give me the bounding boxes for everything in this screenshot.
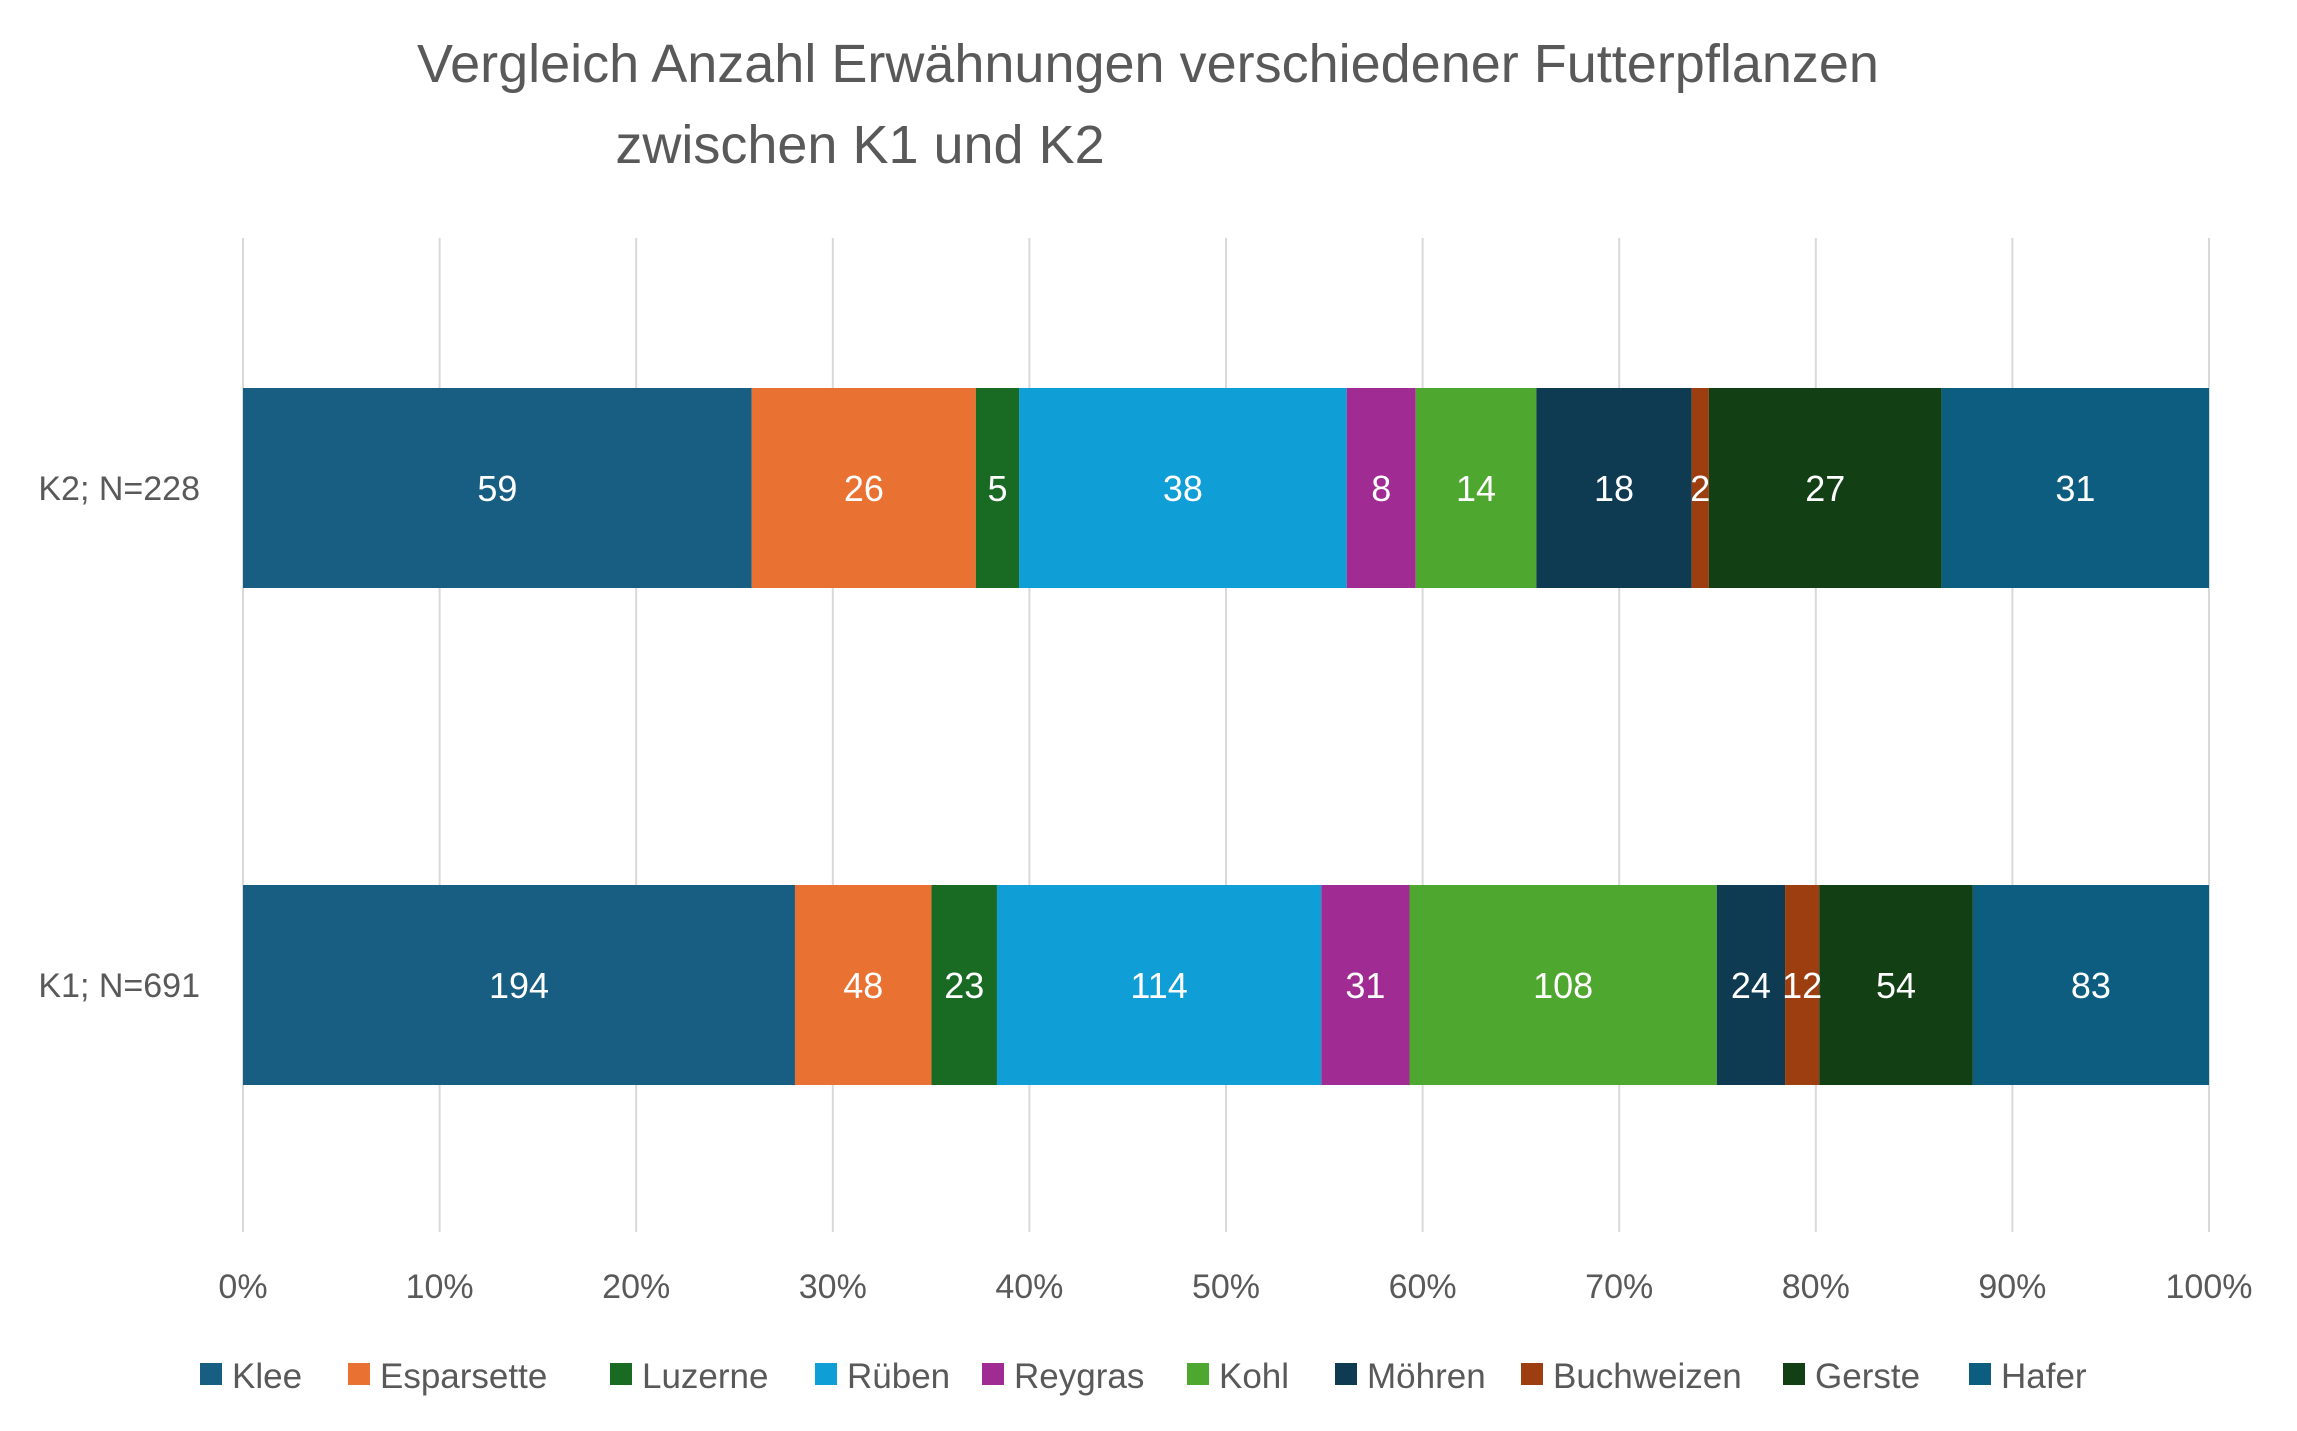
bar-segment	[243, 388, 752, 588]
x-tick-label: 30%	[799, 1268, 867, 1306]
legend-label: Reygras	[1014, 1357, 1144, 1396]
legend-swatch	[1783, 1363, 1805, 1385]
x-tick-label: 20%	[602, 1268, 670, 1306]
legend-label: Kohl	[1219, 1357, 1289, 1396]
chart-title-line-1: Vergleich Anzahl Erwähnungen verschieden…	[417, 34, 1879, 94]
data-label: 24	[1731, 965, 1771, 1006]
data-label: 83	[2071, 965, 2111, 1006]
data-label: 59	[477, 468, 517, 509]
bar-segment	[1415, 388, 1537, 588]
data-label: 108	[1533, 965, 1593, 1006]
bar-segment	[751, 388, 976, 588]
legend-label: Hafer	[2001, 1357, 2087, 1396]
bar-segment	[996, 885, 1322, 1085]
data-label: 31	[1345, 965, 1385, 1006]
data-labels: 59 26 5 38 8 14 18 2 27 31 194 48 23 114 31 108 24 12 54 83	[477, 468, 2111, 1006]
legend-swatch	[815, 1363, 837, 1385]
legend-swatch	[982, 1363, 1004, 1385]
bar-segment	[1019, 388, 1347, 588]
bar-segment	[794, 885, 932, 1085]
bar-segment	[1691, 388, 1709, 588]
x-tick-label: 90%	[1978, 1268, 2046, 1306]
data-label: 31	[2055, 468, 2095, 509]
bar-segment	[1716, 885, 1786, 1085]
legend-label: Klee	[232, 1357, 302, 1396]
legend: Klee Esparsette Luzerne Rüben Reygras Kohl Möh…	[200, 1357, 2087, 1396]
legend-swatch	[1521, 1363, 1543, 1385]
x-tick-label: 80%	[1782, 1268, 1850, 1306]
x-axis-ticks: 0% 10% 20% 30% 40% 50% 60% 70% 80% 90% 100%	[218, 1268, 2252, 1306]
bar-segment	[1321, 885, 1410, 1085]
bar-segment	[931, 885, 997, 1085]
data-label: 14	[1456, 468, 1496, 509]
category-label: K1; N=691	[38, 967, 200, 1005]
data-label: 5	[987, 468, 1007, 509]
x-tick-label: 100%	[2166, 1268, 2253, 1306]
category-label: K2; N=228	[38, 470, 200, 508]
legend-label: Gerste	[1815, 1357, 1920, 1396]
data-label: 27	[1805, 468, 1845, 509]
bar-segment	[1819, 885, 1973, 1085]
x-tick-label: 40%	[995, 1268, 1063, 1306]
data-label: 38	[1163, 468, 1203, 509]
data-label: 26	[844, 468, 884, 509]
legend-swatch	[1187, 1363, 1209, 1385]
bar-segment	[1409, 885, 1717, 1085]
bar-segment	[1941, 388, 2209, 588]
legend-swatch	[1969, 1363, 1991, 1385]
data-label: 2	[1690, 468, 1710, 509]
data-label: 194	[489, 965, 549, 1006]
data-label: 48	[843, 965, 883, 1006]
bar-segment	[975, 388, 1020, 588]
x-tick-label: 50%	[1192, 1268, 1260, 1306]
bar-segment	[243, 885, 795, 1085]
data-label: 18	[1594, 468, 1634, 509]
bar-segment	[1536, 388, 1692, 588]
chart-title-line-2: zwischen K1 und K2	[615, 115, 1104, 175]
data-label: 8	[1371, 468, 1391, 509]
data-label: 23	[944, 965, 984, 1006]
x-tick-label: 70%	[1585, 1268, 1653, 1306]
x-tick-label: 10%	[406, 1268, 474, 1306]
x-tick-label: 60%	[1389, 1268, 1457, 1306]
bar-segment	[1708, 388, 1942, 588]
legend-swatch	[1335, 1363, 1357, 1385]
data-label: 54	[1876, 965, 1916, 1006]
bar-segments	[243, 388, 2209, 1085]
data-label: 12	[1782, 965, 1822, 1006]
legend-swatch	[348, 1363, 370, 1385]
bar-segment	[1346, 388, 1416, 588]
legend-label: Möhren	[1367, 1357, 1486, 1396]
legend-label: Buchweizen	[1553, 1357, 1742, 1396]
x-tick-label: 0%	[218, 1268, 267, 1306]
y-axis-categories: K2; N=228 K1; N=691	[38, 470, 200, 1005]
bar-segment	[1785, 885, 1820, 1085]
data-label: 114	[1130, 965, 1187, 1006]
bar-segment	[1972, 885, 2209, 1085]
legend-swatch	[200, 1363, 222, 1385]
legend-label: Rüben	[847, 1357, 950, 1396]
legend-label: Luzerne	[642, 1357, 768, 1396]
legend-label: Esparsette	[380, 1357, 547, 1396]
legend-swatch	[610, 1363, 632, 1385]
